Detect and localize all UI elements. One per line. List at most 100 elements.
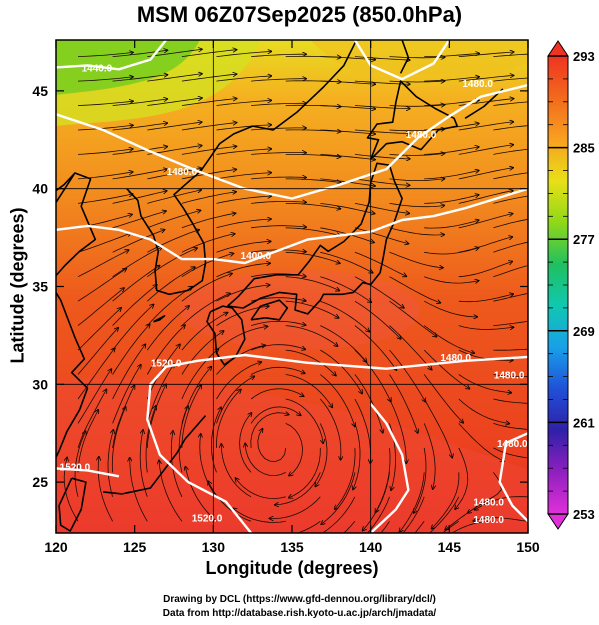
streamline [320, 105, 375, 109]
streamline [77, 308, 121, 351]
streamline [389, 81, 445, 82]
streamline [77, 149, 133, 155]
x-tick-label: 135 [280, 539, 304, 555]
streamline [285, 203, 341, 208]
streamline [77, 194, 133, 204]
streamline [112, 344, 146, 400]
streamline [320, 325, 366, 362]
streamline [285, 227, 341, 236]
streamline [424, 171, 479, 180]
streamline [147, 287, 192, 326]
streamline [285, 398, 324, 443]
streamline [424, 195, 479, 204]
streamline [77, 348, 115, 400]
streamline [335, 447, 356, 509]
height-contours [56, 40, 528, 533]
streamline [402, 496, 425, 533]
streamline [146, 306, 189, 351]
streamline [178, 406, 188, 473]
streamline [181, 146, 237, 155]
streamline [250, 320, 306, 325]
coastline [464, 88, 504, 119]
streamline [320, 374, 355, 427]
streamline [389, 325, 432, 370]
colorbar-min-arrow [547, 513, 569, 530]
y-axis-label: Latitude (degrees) [7, 207, 28, 364]
streamline [458, 326, 514, 330]
streamline [145, 406, 156, 473]
colorbar-max-arrow [547, 40, 569, 57]
streamline [320, 154, 375, 159]
streamline [319, 398, 341, 460]
streamline [353, 423, 361, 489]
streamline [112, 99, 168, 106]
streamline [216, 263, 271, 278]
streamline [181, 74, 237, 82]
contour-label: 1480.0 [167, 167, 198, 178]
streamline [458, 398, 510, 424]
contour-label: 1480.0 [497, 439, 528, 450]
colorbar-tick-label: 269 [573, 324, 595, 339]
streamline [181, 367, 212, 424]
streamline [343, 521, 356, 533]
streamline [493, 423, 528, 430]
streamline [424, 53, 479, 57]
streamline [112, 385, 135, 448]
streamline [250, 406, 301, 424]
streamline [458, 145, 514, 155]
streamline [147, 74, 202, 82]
colorbar-tick-label: 293 [573, 49, 595, 64]
streamline [216, 100, 272, 106]
streamline [458, 294, 514, 303]
streamline [458, 75, 514, 82]
streamline [146, 384, 166, 448]
streamline [493, 148, 528, 155]
streamline [389, 203, 445, 206]
streamline [493, 125, 528, 131]
x-tick-label: 125 [123, 539, 147, 555]
streamline [389, 227, 445, 235]
credit-data: Data from http://database.rish.kyoto-u.a… [162, 608, 437, 619]
streamline [354, 178, 410, 185]
streamline [275, 472, 321, 505]
streamline [181, 349, 219, 400]
streamline [375, 447, 391, 513]
streamline [320, 300, 369, 331]
streamline [159, 460, 183, 522]
x-tick-label: 130 [202, 539, 226, 555]
streamline [389, 398, 407, 463]
streamline [216, 196, 272, 204]
colorbar-tick-label: 277 [573, 232, 595, 247]
y-tick-label: 35 [32, 279, 48, 295]
contour-label: 1480.0 [473, 498, 504, 509]
streamline [493, 77, 528, 82]
streamline [320, 276, 371, 303]
streamline [216, 326, 268, 351]
y-tick-label: 25 [32, 474, 48, 490]
streamline [216, 149, 272, 155]
streamline [493, 320, 528, 326]
streamline [354, 227, 409, 244]
y-tick-label: 45 [32, 83, 48, 99]
contour-labels: 1440.0 1480.0 1480.0 1480.0 1480.0 1480.0 1480… [60, 63, 528, 526]
streamline [354, 105, 410, 109]
streamline [77, 52, 133, 57]
streamline [216, 76, 272, 82]
streamline [389, 179, 445, 181]
coastline [126, 143, 221, 296]
streamline [216, 362, 262, 400]
contour-label: 1480.0 [494, 370, 525, 381]
streamline [285, 300, 339, 318]
streamline [321, 496, 356, 533]
colorbar-tick-label: 261 [573, 415, 595, 430]
streamline [181, 313, 228, 351]
streamline [473, 517, 528, 522]
streamline [458, 374, 512, 393]
coastline [399, 40, 410, 74]
streamline [77, 269, 126, 302]
streamline [424, 147, 479, 155]
contour-label: 1400.0 [241, 251, 272, 262]
streamline [250, 388, 304, 400]
